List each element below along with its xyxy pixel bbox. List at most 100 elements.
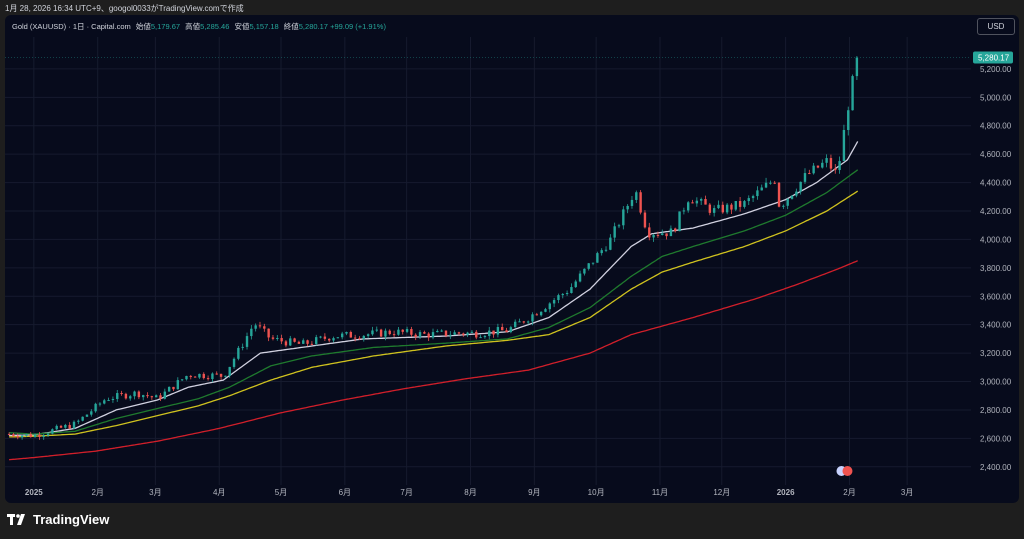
candle-body [59,425,63,428]
candle-body [743,201,746,207]
candle-body [202,373,205,379]
y-axis-tick-label: 4,400.00 [980,179,1012,188]
candle-body [163,391,167,399]
candle-body [492,330,495,335]
candle-body [449,334,452,336]
candle-body [851,76,854,111]
candle-body [626,205,629,210]
change-value: +99.09 (+1.91%) [330,22,386,31]
candle-body [855,57,859,77]
candle-body [397,329,400,335]
candle-body [665,233,668,237]
candle-body [565,292,569,295]
candle-body [764,182,768,188]
candle-body [297,341,301,344]
candle-body [652,234,655,238]
candle-body [116,393,119,399]
candle-body [72,421,76,429]
candle-body [639,192,642,213]
high-value: 5,285.46 [200,22,230,31]
last-price-label: 5,280.17 [978,54,1010,63]
moving-average-very-long [9,260,858,461]
x-axis-tick-label: 2月 [91,488,103,497]
candle-body [669,228,673,237]
candle-body [531,314,534,322]
candle-body [224,375,227,377]
candle-body [578,273,582,282]
x-axis-tick-label: 2026 [777,488,795,497]
y-axis-tick-label: 3,200.00 [980,349,1012,358]
candle-body [423,332,426,334]
close-value: 5,280.17 [298,22,328,31]
y-axis-tick-label: 2,600.00 [980,434,1012,443]
candle-body [167,386,171,392]
candle-body [358,338,361,340]
candle-body [51,429,54,434]
y-axis-tick-label: 2,400.00 [980,463,1012,472]
high-label: 高値 [185,22,201,31]
candle-body [29,434,32,438]
currency-button[interactable]: USD [977,18,1015,35]
candle-body [803,173,807,182]
candle-body [211,373,214,380]
candle-body [583,268,586,274]
candle-body [734,201,737,210]
candle-body [790,195,794,199]
candle-body [526,321,530,323]
candle-body [46,433,50,436]
candle-body [834,168,837,171]
candle-body [751,196,755,199]
candle-body [829,158,833,169]
candle-body [133,391,136,397]
candle-body [16,436,19,438]
candle-body [232,358,236,367]
chart-panel[interactable]: 2,400.00 2,600.00 2,800.00 3,000.00 3,200.00… [5,15,1019,503]
candle-body [180,379,184,381]
candle-body [518,321,521,323]
candle-body [674,228,677,232]
candle-body [142,395,145,398]
candle-body [622,209,625,226]
candle-body [315,337,318,344]
candle-body [708,204,712,213]
candle-body [250,328,253,337]
candle-body [154,395,158,398]
chart-caption: 1月 28, 2026 16:34 UTC+9、googol0033がTradi… [5,4,244,13]
candle-body [816,165,820,168]
candle-body [193,376,197,378]
candle-body [77,420,80,422]
candle-body [453,332,456,335]
x-axis-tick-label: 11月 [652,488,668,497]
candle-body [777,182,781,207]
candle-body [712,208,716,213]
candle-body [7,434,11,436]
candle-body [159,395,162,399]
candle-body [405,329,409,332]
candle-body [552,300,556,304]
candle-body [427,333,430,338]
candle-body [704,199,707,205]
candle-body [120,393,123,395]
open-value: 5,179.67 [150,22,181,31]
candle-body [600,250,603,254]
moving-average-short [9,141,859,437]
candle-body [821,162,824,168]
candle-body [384,330,387,337]
candle-body [539,311,543,316]
candle-body [254,325,257,329]
candle-body [267,328,270,338]
candle-body [418,332,422,337]
candle-body [111,398,115,401]
candle-body [730,204,733,210]
candle-body [795,191,798,196]
y-axis-tick-label: 3,600.00 [980,292,1012,301]
moving-average-mid [9,169,859,435]
y-axis-tick-label: 5,200.00 [980,65,1012,74]
price-chart[interactable]: 2,400.00 2,600.00 2,800.00 3,000.00 3,200.00… [5,15,1019,503]
x-axis-tick-label: 6月 [339,488,351,497]
candle-body [691,202,694,204]
candle-body [557,295,560,301]
candle-body [349,332,353,338]
symbol-label[interactable]: Gold (XAUUSD) · 1日 · Capital.com [12,22,131,31]
candle-body [215,373,218,375]
